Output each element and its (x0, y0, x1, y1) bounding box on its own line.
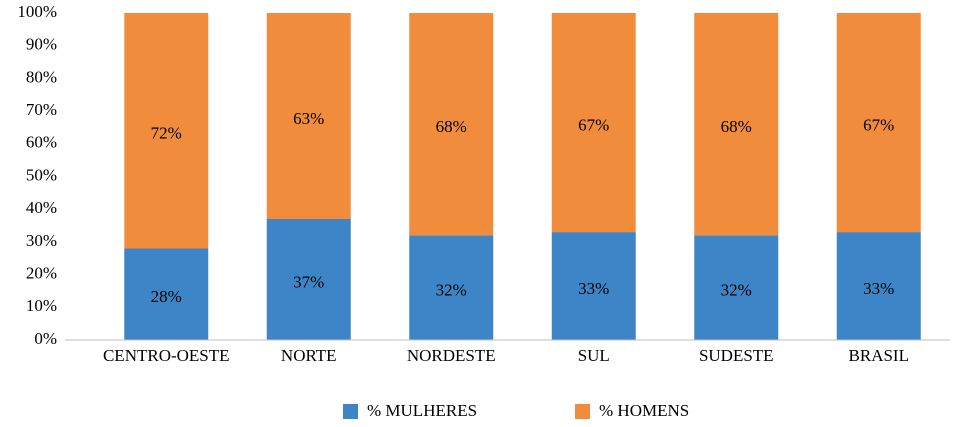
y-tick-label: 80% (26, 67, 57, 86)
bar-segment (694, 235, 779, 340)
bar-segment (551, 232, 636, 340)
data-label: 67% (578, 115, 609, 134)
y-tick-label: 60% (26, 133, 57, 152)
data-label: 68% (436, 117, 467, 136)
bar-segment (266, 13, 351, 220)
bar-segment (551, 13, 636, 233)
bar-segment (409, 235, 494, 340)
x-tick-label: BRASIL (849, 346, 909, 365)
y-tick-label: 50% (26, 165, 57, 184)
legend-label: % MULHERES (367, 401, 477, 420)
legend-swatch (343, 404, 358, 419)
data-label: 63% (293, 109, 324, 128)
x-tick-label: NORDESTE (407, 346, 496, 365)
data-label: 32% (436, 281, 467, 300)
y-tick-label: 0% (34, 329, 57, 348)
x-tick-label: SUDESTE (699, 346, 774, 365)
data-label: 72% (151, 124, 182, 143)
y-tick-label: 10% (26, 296, 57, 315)
legend-label: % HOMENS (599, 401, 689, 420)
bar-segment (694, 13, 779, 236)
x-tick-label: SUL (578, 346, 610, 365)
y-tick-label: 70% (26, 100, 57, 119)
data-label: 32% (721, 281, 752, 300)
bar-segment (409, 13, 494, 236)
data-label: 33% (863, 279, 894, 298)
data-label: 67% (863, 115, 894, 134)
y-tick-label: 30% (26, 231, 57, 250)
data-label: 33% (578, 279, 609, 298)
bar-segment (266, 219, 351, 340)
y-tick-label: 90% (26, 35, 57, 54)
bar-segment (124, 248, 209, 340)
x-tick-label: NORTE (281, 346, 337, 365)
y-tick-label: 40% (26, 198, 57, 217)
bar-segment (836, 232, 921, 340)
data-label: 28% (151, 287, 182, 306)
x-tick-label: CENTRO-OESTE (103, 346, 230, 365)
legend-swatch (575, 404, 590, 419)
data-label: 37% (293, 272, 324, 291)
bar-segment (124, 13, 209, 249)
y-tick-label: 100% (17, 2, 57, 21)
bar-segment (836, 13, 921, 233)
data-label: 68% (721, 117, 752, 136)
y-tick-label: 20% (26, 264, 57, 283)
